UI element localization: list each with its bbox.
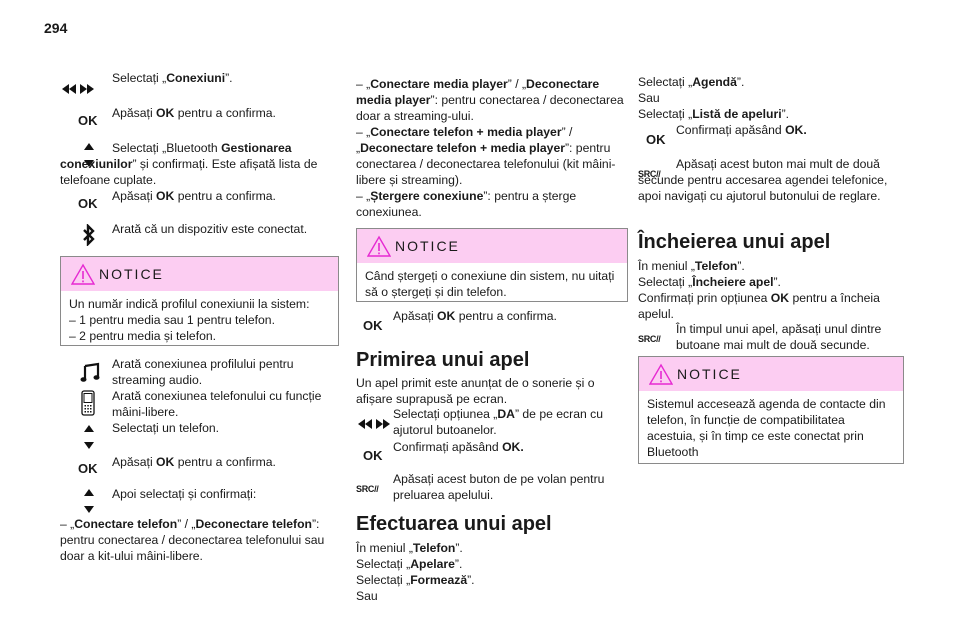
ok-button-icon: OK bbox=[78, 113, 98, 128]
instruction-confirm-ok: Confirmați apăsând OK. bbox=[393, 440, 524, 454]
warning-triangle-icon bbox=[367, 235, 391, 257]
notice-title: NOTICE bbox=[99, 266, 164, 282]
src-phone-button-icon: SRC// bbox=[638, 334, 661, 344]
instruction-device-connected: Arată că un dispozitiv este conectat. bbox=[112, 222, 308, 236]
seek-arrows-icon bbox=[358, 419, 390, 429]
instruction-hold-button: În timpul unui apel, apăsați unul dintre… bbox=[676, 322, 882, 352]
bold-term: Conectare telefon bbox=[74, 517, 178, 531]
step-select-compose: Selectați „Formează”. bbox=[356, 573, 475, 587]
notice-header: NOTICE bbox=[61, 257, 338, 291]
paragraph-incoming-call: Un apel primit este anunțat de o sonerie… bbox=[356, 376, 595, 406]
step-select-dial: Selectați „Apelare”. bbox=[356, 557, 463, 571]
ok-button-icon: OK bbox=[363, 448, 383, 463]
notice-box: NOTICE Când ștergeți o conexiune din sist… bbox=[356, 228, 628, 302]
src-phone-button-icon: SRC// bbox=[356, 484, 379, 494]
bold-term: Apelare bbox=[410, 557, 455, 571]
option-connect-media-player: – „Conectare media player” / „Deconectar… bbox=[356, 77, 624, 123]
bold-term: Deconectare telefon bbox=[195, 517, 312, 531]
step-select-call-list: Selectați „Listă de apeluri”. bbox=[638, 107, 790, 121]
instruction-press-ok: Apăsați OK pentru a confirma. bbox=[112, 455, 276, 469]
up-down-arrows-icon bbox=[84, 489, 94, 513]
notice-line: Sistemul accesează agenda de contacte di… bbox=[647, 397, 886, 459]
instruction-press-ok: Apăsați OK pentru a confirma. bbox=[112, 189, 276, 203]
bold-term: OK. bbox=[785, 123, 807, 137]
bold-term: Agendă bbox=[692, 75, 737, 89]
section-heading-end-call: Încheierea unui apel bbox=[638, 231, 831, 253]
warning-triangle-icon bbox=[649, 363, 673, 385]
notice-body: Un număr indică profilul conexiunii la s… bbox=[61, 291, 338, 350]
bold-term: OK bbox=[156, 106, 175, 120]
notice-line: Un număr indică profilul conexiunii la s… bbox=[69, 297, 310, 311]
bold-term: Ștergere conexiune bbox=[370, 189, 484, 203]
bold-term: OK bbox=[437, 309, 456, 323]
option-connect-phone: – „Conectare telefon” / „Deconectare tel… bbox=[60, 517, 325, 563]
src-phone-button-icon: SRC// bbox=[638, 169, 661, 179]
notice-header: NOTICE bbox=[357, 229, 627, 263]
instruction-select-confirm: Apoi selectați și confirmați: bbox=[112, 487, 257, 501]
step-confirm-end-call: Confirmați prin opțiunea OK pentru a înc… bbox=[638, 291, 880, 321]
instruction-press-ok: Apăsați OK pentru a confirma. bbox=[393, 309, 557, 323]
instruction-select-phone: Selectați un telefon. bbox=[112, 421, 220, 435]
step-or: Sau bbox=[638, 91, 660, 105]
step-phone-menu: În meniul „Telefon”. bbox=[638, 259, 745, 273]
bold-term: Telefon bbox=[694, 259, 738, 273]
bold-term: Deconectare telefon + media player bbox=[360, 141, 565, 155]
step-select-contacts: Selectați „Agendă”. bbox=[638, 75, 745, 89]
bold-term: Telefon bbox=[412, 541, 456, 555]
notice-body: Sistemul accesează agenda de contacte di… bbox=[639, 391, 903, 466]
step-or: Sau bbox=[356, 589, 378, 603]
bold-term: OK bbox=[156, 455, 175, 469]
notice-title: NOTICE bbox=[677, 366, 742, 382]
seek-arrows-icon bbox=[62, 84, 94, 94]
instruction-answer-call: Apăsați acest buton de pe volan pentru p… bbox=[393, 472, 605, 502]
section-heading-receive-call: Primirea unui apel bbox=[356, 349, 530, 371]
notice-body: Când ștergeți o conexiune din sistem, nu… bbox=[357, 263, 627, 306]
ok-button-icon: OK bbox=[78, 461, 98, 476]
instruction-select-yes: Selectați opțiunea „DA” de pe ecran cu a… bbox=[393, 407, 604, 437]
step-select-end-call: Selectați „Încheiere apel”. bbox=[638, 275, 781, 289]
notice-title: NOTICE bbox=[395, 238, 460, 254]
instruction-press-ok: Apăsați OK pentru a confirma. bbox=[112, 106, 276, 120]
instruction-select-connections: Selectați „Conexiuni”. bbox=[112, 71, 233, 85]
step-phone-menu: În meniul „Telefon”. bbox=[356, 541, 463, 555]
bold-term: Gestionarea conexiunilor bbox=[60, 141, 292, 171]
instruction-open-phonebook: Apăsați acest buton mai mult de două sec… bbox=[638, 157, 888, 203]
bold-term: Conexiuni bbox=[166, 71, 226, 85]
info-hands-free: Arată conexiunea telefonului cu funcție … bbox=[112, 389, 322, 419]
notice-line: – 2 pentru media și telefon. bbox=[69, 329, 217, 343]
bold-term: OK. bbox=[502, 440, 524, 454]
instruction-bluetooth-manage: Selectați „Bluetooth Gestionarea conexiu… bbox=[60, 141, 318, 187]
page-number: 294 bbox=[44, 20, 68, 36]
mobile-phone-icon bbox=[81, 390, 95, 416]
up-down-arrows-icon bbox=[84, 143, 94, 167]
bold-term: Formează bbox=[410, 573, 468, 587]
notice-header: NOTICE bbox=[639, 357, 903, 391]
option-connect-phone-media: – „Conectare telefon + media player” / „… bbox=[356, 125, 616, 187]
notice-line: – 1 pentru media sau 1 pentru telefon. bbox=[69, 313, 275, 327]
bold-term: OK bbox=[156, 189, 175, 203]
warning-triangle-icon bbox=[71, 263, 95, 285]
option-delete-connection: – „Ștergere conexiune”: pentru a șterge … bbox=[356, 189, 577, 219]
info-audio-streaming: Arată conexiunea profilului pentru strea… bbox=[112, 357, 294, 387]
bluetooth-icon bbox=[83, 224, 95, 246]
ok-button-icon: OK bbox=[646, 132, 666, 147]
bold-term: Conectare telefon + media player bbox=[370, 125, 562, 139]
ok-button-icon: OK bbox=[78, 196, 98, 211]
section-heading-make-call: Efectuarea unui apel bbox=[356, 513, 552, 535]
ok-button-icon: OK bbox=[363, 318, 383, 333]
bold-term: Conectare media player bbox=[370, 77, 508, 91]
bold-term: Deconectare media player bbox=[356, 77, 600, 107]
instruction-confirm-ok: Confirmați apăsând OK. bbox=[676, 123, 807, 137]
notice-box: NOTICE Sistemul accesează agenda de conta… bbox=[638, 356, 904, 464]
music-note-icon bbox=[80, 362, 100, 382]
bold-term: OK bbox=[770, 291, 790, 305]
bold-term: Listă de apeluri bbox=[692, 107, 782, 121]
notice-box: NOTICE Un număr indică profilul conexiuni… bbox=[60, 256, 339, 346]
notice-line: Când ștergeți o conexiune din sistem, nu… bbox=[365, 269, 615, 299]
bold-term: DA bbox=[497, 407, 515, 421]
bold-term: Încheiere apel bbox=[692, 275, 774, 289]
up-down-arrows-icon bbox=[84, 425, 94, 449]
